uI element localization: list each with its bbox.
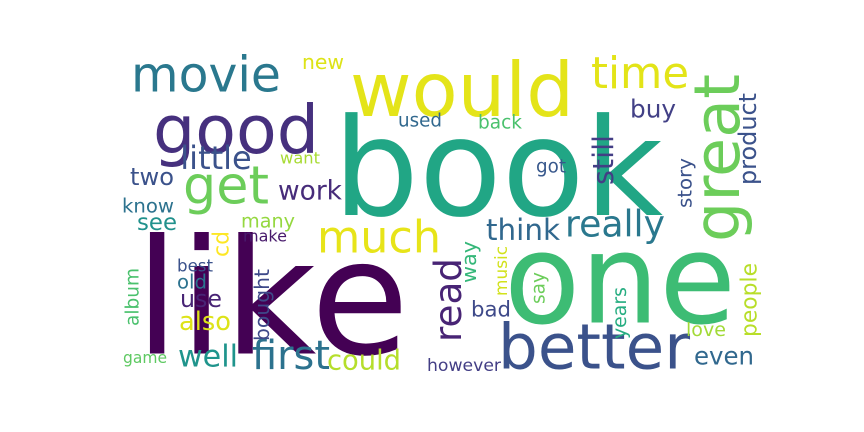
word-see: see [137,210,177,236]
word-great: great [680,74,754,242]
word-best: best [177,257,213,276]
word-little: little [180,139,251,177]
word-old: old [177,271,207,294]
word-many: many [241,210,295,233]
word-cd: cd [210,231,235,257]
word-got: got [536,157,566,178]
word-back: back [478,113,522,134]
word-new: new [302,50,344,74]
word-time: time [591,49,689,99]
word-love: love [686,319,726,341]
word-movie: movie [131,47,281,104]
word-music: music [491,246,511,296]
word-bad: bad [471,298,511,323]
word-years: years [609,287,631,339]
word-read: read [426,258,470,342]
word-work: work [278,176,343,207]
word-much: much [317,213,441,264]
word-way: way [457,241,481,283]
word-make: make [243,227,287,246]
word-game: game [123,349,167,367]
word-could: could [327,346,401,377]
word-people: people [738,263,763,337]
word-say: say [529,272,550,304]
word-know: know [122,195,174,218]
word-product: product [734,93,762,185]
word-book: book [333,89,663,247]
word-album: album [123,268,144,326]
word-even: even [694,342,754,371]
word-buy: buy [630,95,676,124]
word-also: also [179,307,231,337]
word-would: would [350,46,574,134]
word-two: two [130,163,174,191]
word-used: used [398,111,442,132]
word-better: better [498,311,690,384]
word-well: well [178,340,238,375]
word-first: first [252,333,330,379]
word-story: story [674,158,697,208]
word-like: like [135,205,409,392]
word-still: still [586,135,620,185]
word-get: get [183,156,269,217]
word-want: want [280,149,320,168]
word-use: use [180,285,222,313]
word-think: think [486,213,560,247]
word-bought: bought [250,269,274,341]
word-however: however [427,356,502,376]
word-really: really [565,203,665,246]
word-good: good [153,91,319,169]
word-one: one [504,208,736,353]
